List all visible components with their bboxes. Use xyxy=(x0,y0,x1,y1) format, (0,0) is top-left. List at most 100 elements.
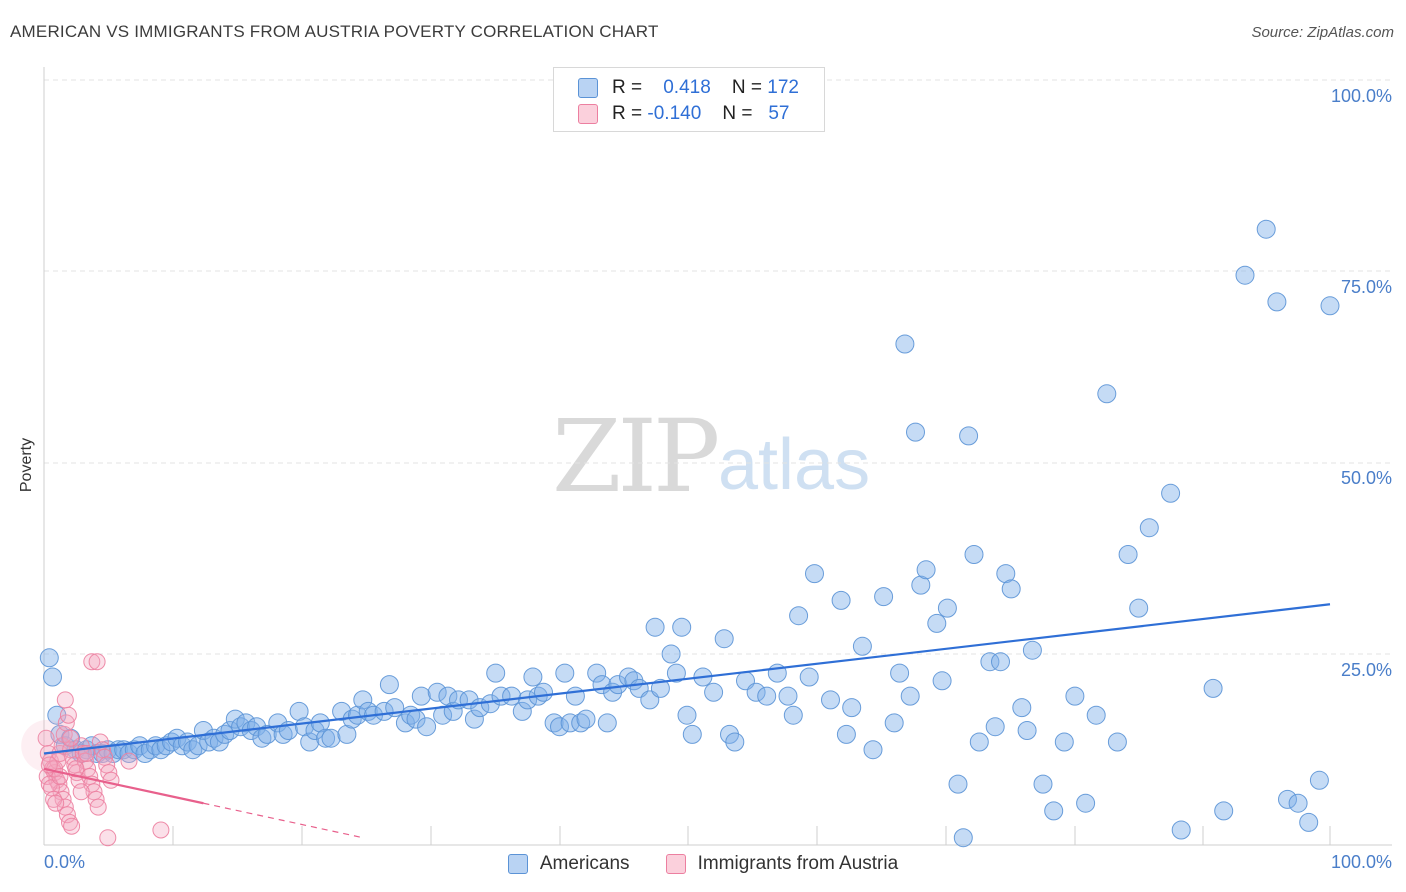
legend-n-label: N = xyxy=(731,77,763,98)
point-americans xyxy=(124,740,144,760)
point-americans xyxy=(486,663,506,683)
point-austria xyxy=(72,783,90,801)
point-americans xyxy=(1278,789,1297,809)
point-austria xyxy=(56,691,74,709)
trend-line-americans xyxy=(43,603,1331,755)
point-americans xyxy=(534,682,553,702)
trend-layer xyxy=(43,603,1331,839)
point-americans xyxy=(316,728,336,748)
legend-r-value: 0.418 xyxy=(663,77,711,98)
point-americans xyxy=(1171,820,1191,840)
point-americans xyxy=(757,686,777,706)
point-americans xyxy=(1118,545,1138,564)
point-americans xyxy=(789,606,809,626)
point-americans xyxy=(725,732,745,752)
point-americans xyxy=(555,663,575,683)
legend-row-austria: R = -0.140 N = 57 xyxy=(578,102,789,126)
point-americans xyxy=(985,717,1005,737)
point-americans xyxy=(900,686,920,706)
point-americans xyxy=(1033,774,1053,794)
point-americans xyxy=(1107,732,1127,752)
point-americans xyxy=(1022,640,1042,660)
y-tick-label: 50.0% xyxy=(1340,468,1392,488)
point-americans xyxy=(199,732,219,752)
point-americans xyxy=(964,545,984,564)
point-americans xyxy=(1214,801,1234,821)
point-americans xyxy=(502,686,522,706)
point-americans xyxy=(1017,721,1037,740)
point-americans xyxy=(842,698,862,718)
chart-title: AMERICAN VS IMMIGRANTS FROM AUSTRIA POVE… xyxy=(10,22,659,41)
point-americans xyxy=(374,701,394,721)
point-americans xyxy=(836,724,856,744)
point-americans xyxy=(980,652,1000,672)
point-americans xyxy=(417,717,437,737)
point-austria xyxy=(47,794,65,812)
point-austria xyxy=(63,817,81,835)
point-americans xyxy=(991,652,1010,672)
point-americans xyxy=(852,636,872,656)
point-austria xyxy=(59,706,77,724)
point-americans xyxy=(427,682,447,702)
point-americans xyxy=(576,709,596,729)
point-americans xyxy=(438,686,458,706)
point-americans xyxy=(959,426,979,446)
watermark-atlas: atlas xyxy=(718,425,871,505)
point-americans xyxy=(953,828,973,848)
point-americans xyxy=(645,617,665,637)
point-americans xyxy=(43,667,62,687)
bottom-legend-americans[interactable]: Americans xyxy=(507,850,630,878)
chart-source: Source: ZipAtlas.com xyxy=(1251,24,1394,41)
legend-n-label: N = xyxy=(722,103,753,124)
point-americans xyxy=(1001,579,1021,599)
point-americans xyxy=(948,774,968,794)
point-americans xyxy=(353,690,373,710)
point-austria xyxy=(102,771,120,789)
legend-n-value: 57 xyxy=(768,103,790,124)
legend-row-americans: R = 0.418 N = 172 xyxy=(578,76,799,100)
point-americans xyxy=(523,667,543,687)
point-americans xyxy=(1256,219,1276,239)
legend-r-value: -0.140 xyxy=(647,103,702,124)
y-tick-label: 75.0% xyxy=(1340,277,1392,297)
y-tick-label: 100.0% xyxy=(1330,86,1392,106)
point-americans xyxy=(321,728,341,748)
point-americans xyxy=(550,717,569,737)
legend-box: R = 0.418 N = 172 R = -0.140 N = 57 xyxy=(553,67,825,132)
bottom-legend-austria[interactable]: Immigrants from Austria xyxy=(665,850,899,878)
point-americans xyxy=(50,724,70,744)
point-americans xyxy=(1203,678,1223,698)
point-austria xyxy=(62,729,80,747)
point-americans xyxy=(1139,518,1159,538)
point-americans xyxy=(188,736,208,756)
point-americans xyxy=(411,686,431,706)
point-americans xyxy=(906,422,925,442)
points-layer xyxy=(21,219,1340,848)
point-austria xyxy=(89,798,107,816)
point-americans xyxy=(746,682,766,702)
point-americans xyxy=(1086,705,1106,725)
point-americans xyxy=(518,690,538,710)
point-americans xyxy=(183,740,203,760)
trend-line-austria-extrapolated xyxy=(203,802,363,839)
point-austria xyxy=(152,821,170,839)
point-americans xyxy=(597,713,617,733)
point-americans xyxy=(337,724,357,744)
point-americans xyxy=(135,744,155,763)
point-americans xyxy=(379,675,399,695)
trend-line-austria xyxy=(43,767,204,805)
point-americans xyxy=(1161,483,1181,503)
point-americans xyxy=(831,590,851,610)
bottom-legend-label-americans: Americans xyxy=(539,853,630,874)
point-americans xyxy=(1054,732,1074,752)
point-austria xyxy=(120,752,138,770)
point-americans xyxy=(544,713,564,733)
point-austria xyxy=(83,653,101,671)
point-americans xyxy=(39,648,59,668)
point-americans xyxy=(863,740,883,760)
bottom-legend-label-austria: Immigrants from Austria xyxy=(697,853,899,874)
point-americans xyxy=(704,682,724,702)
point-americans xyxy=(682,724,702,744)
point-americans xyxy=(1097,384,1117,404)
